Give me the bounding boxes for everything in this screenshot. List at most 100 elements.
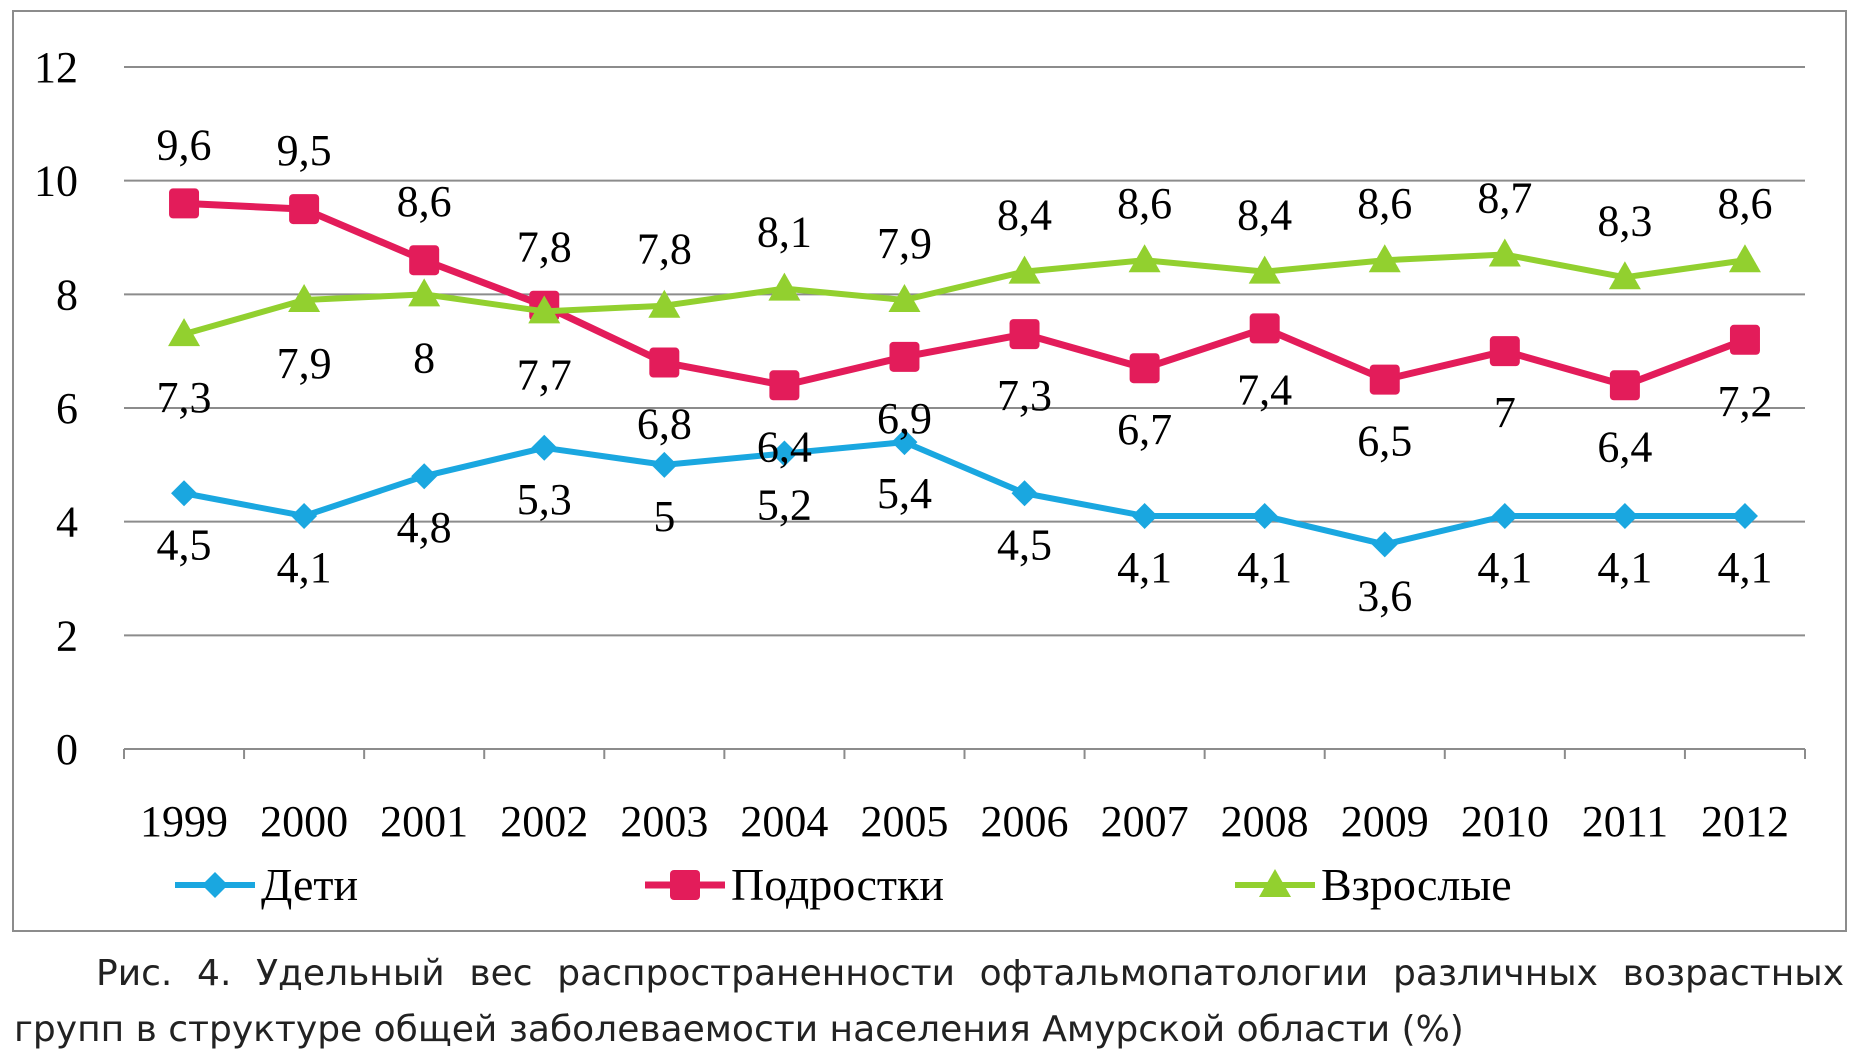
point-adults-2003 <box>648 289 681 318</box>
data-label-children-2002: 5,3 <box>517 475 572 524</box>
point-children-2008 <box>1251 502 1278 529</box>
point-children-2009 <box>1371 531 1398 558</box>
x-tick-label-2011: 2011 <box>1582 797 1668 846</box>
point-adults-2010 <box>1488 238 1521 267</box>
point-adults-1999 <box>168 318 201 347</box>
point-teens-2007 <box>1129 353 1160 384</box>
data-label-teens-2008: 7,4 <box>1237 365 1292 414</box>
point-teens-2008 <box>1249 313 1280 344</box>
point-teens-2012 <box>1729 324 1760 355</box>
series-line-teens <box>183 199 1747 389</box>
data-label-teens-2003: 6,8 <box>637 400 692 449</box>
data-label-adults-2003: 7,8 <box>637 225 692 274</box>
axes: 0 2 4 6 8 10 12 1999 2000 2001 2002 2003 2004 2005 200… <box>34 43 1806 846</box>
y-tick-label-2: 2 <box>56 611 78 660</box>
point-children-2004 <box>771 440 798 467</box>
point-children-2010 <box>1491 502 1518 529</box>
point-teens-2000 <box>289 194 320 225</box>
y-tick-label-0: 0 <box>56 725 78 774</box>
y-tick-label-6: 6 <box>56 384 78 433</box>
legend-marker-children <box>202 872 228 898</box>
series-layer <box>168 188 1761 558</box>
data-label-children-2011: 4,1 <box>1597 543 1652 592</box>
x-tick-label-2006: 2006 <box>981 797 1069 846</box>
point-teens-2006 <box>1009 319 1040 350</box>
x-tick-label-2007: 2007 <box>1101 797 1189 846</box>
point-children-1999 <box>171 480 198 507</box>
data-label-adults-2009: 8,6 <box>1357 179 1412 228</box>
data-label-teens-2001: 8,6 <box>397 177 452 226</box>
point-teens-1999 <box>169 188 200 219</box>
legend-label-teens: Подростки <box>731 859 944 910</box>
data-label-children-2006: 4,5 <box>997 520 1052 569</box>
point-adults-2004 <box>768 272 801 301</box>
point-teens-2003 <box>649 347 680 378</box>
data-label-adults-2010: 8,7 <box>1477 174 1532 223</box>
point-children-2002 <box>531 434 558 461</box>
gridlines <box>124 66 1805 637</box>
data-label-children-2008: 4,1 <box>1237 543 1292 592</box>
data-label-adults-2011: 8,3 <box>1597 196 1652 245</box>
data-label-teens-2010: 7 <box>1494 388 1516 437</box>
data-label-children-2010: 4,1 <box>1477 543 1532 592</box>
point-adults-2001 <box>408 278 441 307</box>
point-adults-2009 <box>1368 244 1401 273</box>
x-tick-label-2003: 2003 <box>620 797 708 846</box>
data-label-teens-2002: 7,8 <box>517 223 572 272</box>
data-label-children-2012: 4,1 <box>1717 543 1772 592</box>
data-label-teens-2004: 6,4 <box>757 422 812 471</box>
x-tick-label-2008: 2008 <box>1221 797 1309 846</box>
data-label-teens-2005: 6,9 <box>877 394 932 443</box>
series-line-children <box>183 439 1745 548</box>
point-children-2012 <box>1731 502 1758 529</box>
series-line-adults <box>183 251 1746 338</box>
x-tick-label-2010: 2010 <box>1461 797 1549 846</box>
data-label-teens-2007: 6,7 <box>1117 405 1172 454</box>
data-label-children-2003: 5 <box>653 492 675 541</box>
point-adults-2011 <box>1608 261 1641 290</box>
data-label-teens-2006: 7,3 <box>997 371 1052 420</box>
data-label-teens-2000: 9,5 <box>277 126 332 175</box>
point-children-2005 <box>891 429 918 456</box>
point-children-2011 <box>1611 502 1638 529</box>
point-adults-2005 <box>888 284 921 313</box>
point-children-2007 <box>1131 502 1158 529</box>
point-teens-2011 <box>1609 370 1640 401</box>
data-label-adults-1999: 7,3 <box>157 373 212 422</box>
chart-frame <box>12 10 1847 932</box>
point-adults-2000 <box>288 284 321 313</box>
legend-marker-adults <box>1259 869 1291 897</box>
data-label-adults-2008: 8,4 <box>1237 191 1292 240</box>
data-label-teens-2009: 6,5 <box>1357 417 1412 466</box>
x-tick-label-1999: 1999 <box>140 797 228 846</box>
point-children-2006 <box>1011 480 1038 507</box>
y-tick-label-4: 4 <box>56 498 78 547</box>
data-label-adults-2000: 7,9 <box>277 339 332 388</box>
data-labels: 4,5 4,1 4,8 5,3 5 5,2 5,4 4,5 4,1 4,1 3,6 4,1 4,1 4,1… <box>157 120 1773 620</box>
legend-label-adults: Взрослые <box>1321 859 1512 910</box>
data-label-children-2000: 4,1 <box>277 543 332 592</box>
point-children-2000 <box>291 502 318 529</box>
point-teens-2001 <box>409 245 440 276</box>
data-label-teens-2012: 7,2 <box>1717 377 1772 426</box>
data-label-children-2009: 3,6 <box>1357 571 1412 620</box>
data-label-adults-2004: 8,1 <box>757 208 812 257</box>
legend: Дети Подростки Взрослые <box>175 859 1512 910</box>
data-label-children-1999: 4,5 <box>157 520 212 569</box>
point-adults-2006 <box>1008 255 1041 284</box>
y-tick-label-10: 10 <box>34 157 78 206</box>
x-tick-label-2009: 2009 <box>1341 797 1429 846</box>
point-teens-2005 <box>889 341 920 372</box>
data-label-children-2001: 4,8 <box>397 503 452 552</box>
data-label-children-2007: 4,1 <box>1117 543 1172 592</box>
data-label-teens-2011: 6,4 <box>1597 422 1652 471</box>
x-tick-label-2001: 2001 <box>380 797 468 846</box>
point-adults-2007 <box>1128 244 1161 273</box>
x-tick-label-2005: 2005 <box>860 797 948 846</box>
data-label-adults-2012: 8,6 <box>1717 179 1772 228</box>
point-adults-2012 <box>1728 244 1761 273</box>
data-label-adults-2006: 8,4 <box>997 191 1052 240</box>
data-label-adults-2001: 8 <box>413 333 435 382</box>
data-label-children-2004: 5,2 <box>757 480 812 529</box>
